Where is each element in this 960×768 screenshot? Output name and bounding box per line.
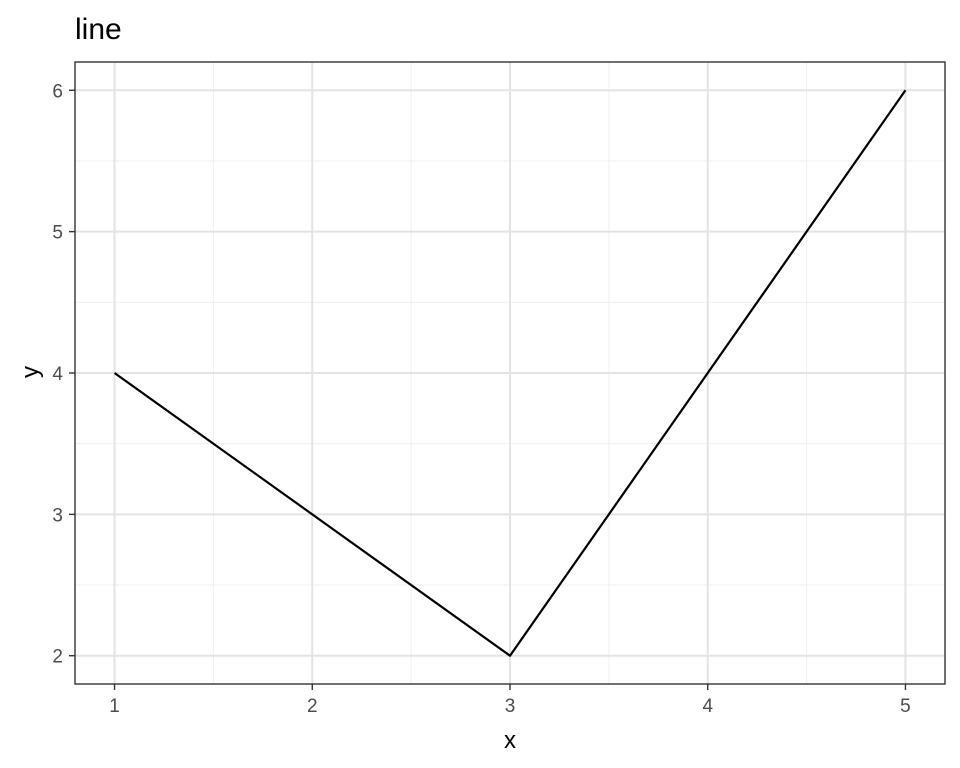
x-tick-label: 5 [900, 696, 911, 717]
series-layer [113, 89, 907, 657]
series-line [113, 89, 907, 657]
x-tick-label: 1 [109, 696, 120, 717]
x-tick-label: 2 [307, 696, 318, 717]
x-axis-title: x [504, 727, 516, 754]
major-gridlines [75, 62, 945, 684]
y-tick-label: 6 [52, 81, 63, 102]
chart-title: line [75, 13, 122, 46]
y-axis-title: y [17, 366, 44, 378]
x-tick-label: 3 [505, 696, 516, 717]
y-tick-label: 3 [52, 505, 63, 526]
y-tick-label: 5 [52, 223, 63, 244]
y-tick-label: 4 [52, 364, 63, 385]
y-axis: 2 3 4 5 6 [52, 81, 75, 668]
y-tick-label: 2 [52, 647, 63, 668]
x-tick-label: 4 [702, 696, 713, 717]
x-axis: 1 2 3 4 5 [109, 684, 911, 717]
